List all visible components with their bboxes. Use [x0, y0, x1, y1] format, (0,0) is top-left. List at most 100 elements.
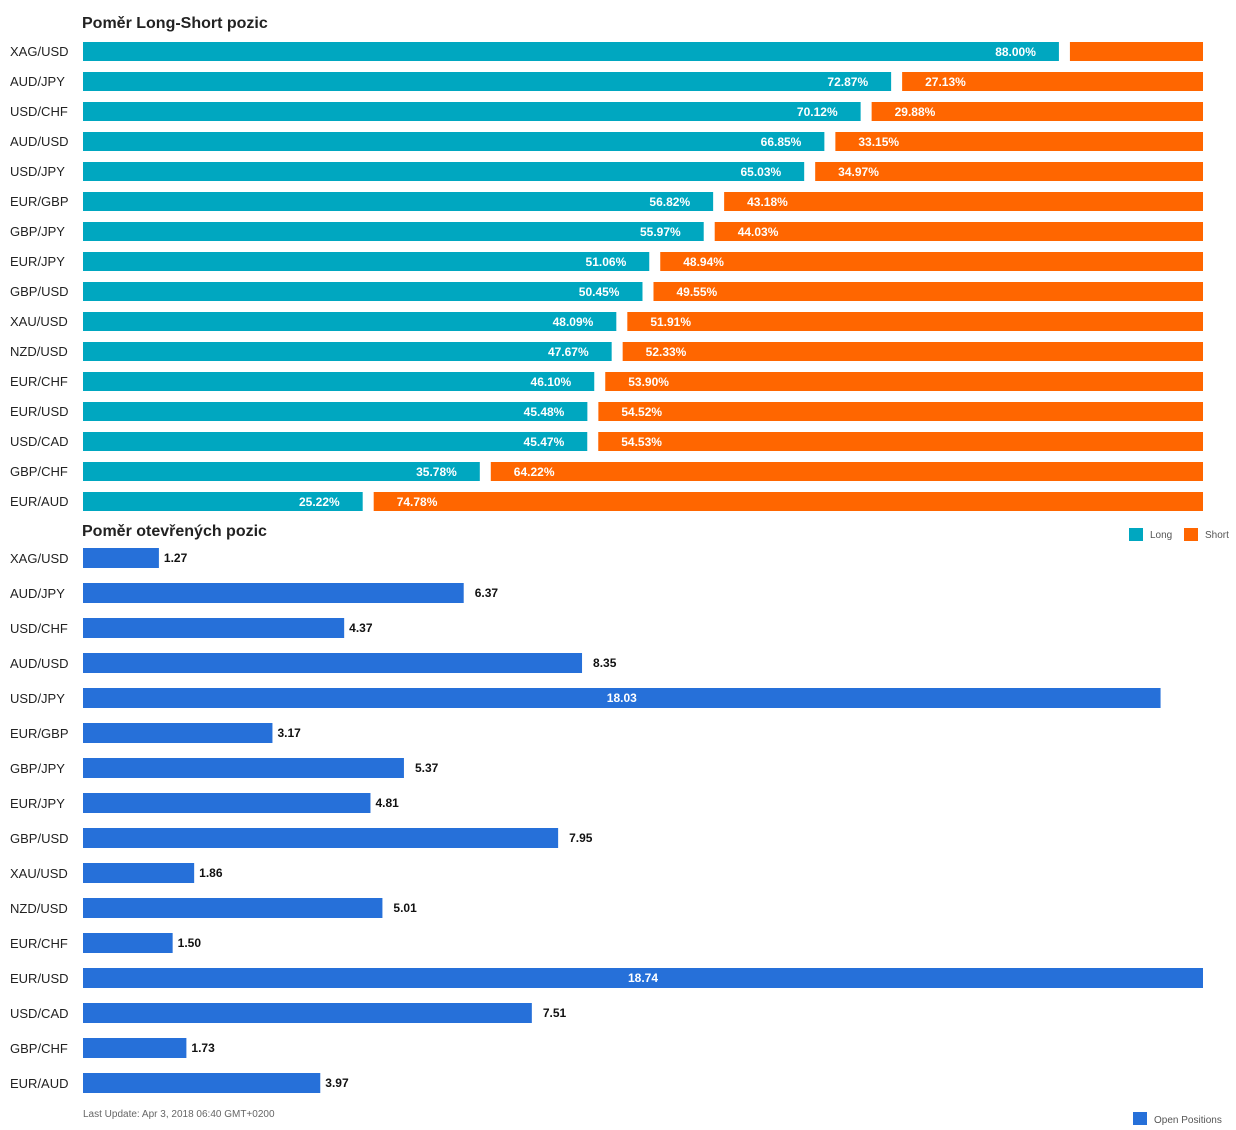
- legend-long-swatch: [1129, 528, 1143, 541]
- long-bar-usd-jpy[interactable]: [83, 162, 805, 181]
- long-bar-gbp-jpy[interactable]: [83, 222, 704, 241]
- short-value-label-eur-chf: 53.90%: [628, 375, 669, 389]
- open-positions-value-label-eur-gbp: 3.17: [277, 726, 301, 740]
- open-positions-bar-eur-usd[interactable]: [83, 968, 1203, 988]
- long-value-label-usd-cad: 45.47%: [524, 435, 565, 449]
- open-positions-bar-gbp-usd[interactable]: [83, 828, 559, 848]
- open-category-label-xau-usd: XAU/USD: [10, 866, 68, 881]
- open-positions-value-label-gbp-chf: 1.73: [191, 1041, 215, 1055]
- open-positions-bar-gbp-jpy[interactable]: [83, 758, 404, 778]
- long-value-label-xag-usd: 88.00%: [995, 45, 1036, 59]
- long-bar-eur-chf[interactable]: [83, 372, 595, 391]
- open-positions-bar-xag-usd[interactable]: [83, 548, 159, 568]
- short-value-label-eur-jpy: 48.94%: [683, 255, 724, 269]
- open-positions-bar-eur-gbp[interactable]: [83, 723, 273, 743]
- category-label-eur-usd: EUR/USD: [10, 404, 69, 419]
- long-bar-usd-chf[interactable]: [83, 102, 861, 121]
- open-positions-bars: XAG/USD 1.27 AUD/JPY 6.37 USD/CHF 4.37 AUD/USD…: [10, 548, 1203, 1093]
- last-update-text: Last Update: Apr 3, 2018 06:40 GMT+0200: [83, 1109, 275, 1120]
- long-bar-xau-usd[interactable]: [83, 312, 617, 331]
- open-category-label-usd-chf: USD/CHF: [10, 621, 68, 636]
- open-positions-bar-eur-chf[interactable]: [83, 933, 173, 953]
- short-value-label-usd-chf: 29.88%: [895, 105, 936, 119]
- category-label-eur-jpy: EUR/JPY: [10, 254, 65, 269]
- category-label-gbp-jpy: GBP/JPY: [10, 224, 65, 239]
- open-category-label-eur-gbp: EUR/GBP: [10, 726, 69, 741]
- open-positions-bar-aud-jpy[interactable]: [83, 583, 464, 603]
- legend-open-positions[interactable]: Open Positions: [1133, 1112, 1222, 1126]
- category-label-usd-jpy: USD/JPY: [10, 164, 65, 179]
- short-bar-gbp-chf[interactable]: [490, 462, 1204, 481]
- long-value-label-nzd-usd: 47.67%: [548, 345, 589, 359]
- open-category-label-gbp-jpy: GBP/JPY: [10, 761, 65, 776]
- category-label-gbp-usd: GBP/USD: [10, 284, 69, 299]
- legend-short-label: Short: [1205, 530, 1229, 541]
- open-positions-bar-usd-chf[interactable]: [83, 618, 345, 638]
- short-bar-aud-usd[interactable]: [835, 132, 1203, 151]
- long-value-label-aud-usd: 66.85%: [761, 135, 802, 149]
- long-bar-gbp-chf[interactable]: [83, 462, 480, 481]
- open-positions-bar-xau-usd[interactable]: [83, 863, 195, 883]
- long-bar-eur-gbp[interactable]: [83, 192, 714, 211]
- long-bar-xag-usd[interactable]: [83, 42, 1059, 61]
- short-bar-usd-cad[interactable]: [598, 432, 1203, 451]
- open-category-label-gbp-usd: GBP/USD: [10, 831, 69, 846]
- open-positions-bar-eur-aud[interactable]: [83, 1073, 321, 1093]
- open-category-label-usd-jpy: USD/JPY: [10, 691, 65, 706]
- short-bar-eur-usd[interactable]: [598, 402, 1203, 421]
- open-positions-bar-usd-cad[interactable]: [83, 1003, 532, 1023]
- open-category-label-eur-usd: EUR/USD: [10, 971, 69, 986]
- short-bar-aud-jpy[interactable]: [902, 72, 1203, 91]
- long-bar-eur-aud[interactable]: [83, 492, 363, 511]
- open-positions-value-label-eur-chf: 1.50: [178, 936, 202, 950]
- open-positions-bar-gbp-chf[interactable]: [83, 1038, 187, 1058]
- long-value-label-aud-jpy: 72.87%: [827, 75, 868, 89]
- long-value-label-eur-aud: 25.22%: [299, 495, 340, 509]
- chart-title-open-positions: Poměr otevřených pozic: [82, 523, 267, 540]
- short-value-label-eur-gbp: 43.18%: [747, 195, 788, 209]
- open-positions-value-label-usd-cad: 7.51: [543, 1006, 567, 1020]
- open-category-label-eur-jpy: EUR/JPY: [10, 796, 65, 811]
- category-label-aud-jpy: AUD/JPY: [10, 74, 65, 89]
- short-bar-eur-gbp[interactable]: [724, 192, 1203, 211]
- legend-long-short[interactable]: Long Short: [1129, 528, 1229, 541]
- long-bar-aud-jpy[interactable]: [83, 72, 892, 91]
- category-label-nzd-usd: NZD/USD: [10, 344, 68, 359]
- short-bar-eur-chf[interactable]: [605, 372, 1203, 391]
- short-bar-xau-usd[interactable]: [627, 312, 1203, 331]
- long-bar-nzd-usd[interactable]: [83, 342, 612, 361]
- short-value-label-eur-usd: 54.52%: [621, 405, 662, 419]
- open-category-label-eur-chf: EUR/CHF: [10, 936, 68, 951]
- open-positions-value-label-eur-jpy: 4.81: [375, 796, 399, 810]
- short-value-label-aud-usd: 33.15%: [858, 135, 899, 149]
- open-positions-bar-eur-jpy[interactable]: [83, 793, 371, 813]
- open-category-label-usd-cad: USD/CAD: [10, 1006, 69, 1021]
- open-positions-bar-nzd-usd[interactable]: [83, 898, 383, 918]
- short-bar-nzd-usd[interactable]: [622, 342, 1203, 361]
- short-bar-usd-chf[interactable]: [871, 102, 1203, 121]
- open-positions-bar-aud-usd[interactable]: [83, 653, 583, 673]
- open-category-label-nzd-usd: NZD/USD: [10, 901, 68, 916]
- short-value-label-usd-jpy: 34.97%: [838, 165, 879, 179]
- short-value-label-nzd-usd: 52.33%: [646, 345, 687, 359]
- short-bar-xag-usd[interactable]: [1069, 42, 1203, 61]
- short-bar-eur-aud[interactable]: [373, 492, 1203, 511]
- category-label-gbp-chf: GBP/CHF: [10, 464, 68, 479]
- open-category-label-aud-usd: AUD/USD: [10, 656, 69, 671]
- long-bar-usd-cad[interactable]: [83, 432, 588, 451]
- open-positions-bar-usd-jpy[interactable]: [83, 688, 1161, 708]
- long-bar-eur-usd[interactable]: [83, 402, 588, 421]
- short-bar-gbp-usd[interactable]: [653, 282, 1203, 301]
- long-bar-gbp-usd[interactable]: [83, 282, 643, 301]
- long-value-label-usd-jpy: 65.03%: [740, 165, 781, 179]
- long-bar-eur-jpy[interactable]: [83, 252, 650, 271]
- short-bar-eur-jpy[interactable]: [660, 252, 1203, 271]
- chart-title-long-short: Poměr Long-Short pozic: [82, 15, 268, 32]
- long-value-label-eur-chf: 46.10%: [531, 375, 572, 389]
- short-value-label-aud-jpy: 27.13%: [925, 75, 966, 89]
- short-bar-gbp-jpy[interactable]: [714, 222, 1203, 241]
- long-bar-aud-usd[interactable]: [83, 132, 825, 151]
- short-bar-usd-jpy[interactable]: [815, 162, 1203, 181]
- long-value-label-eur-jpy: 51.06%: [586, 255, 627, 269]
